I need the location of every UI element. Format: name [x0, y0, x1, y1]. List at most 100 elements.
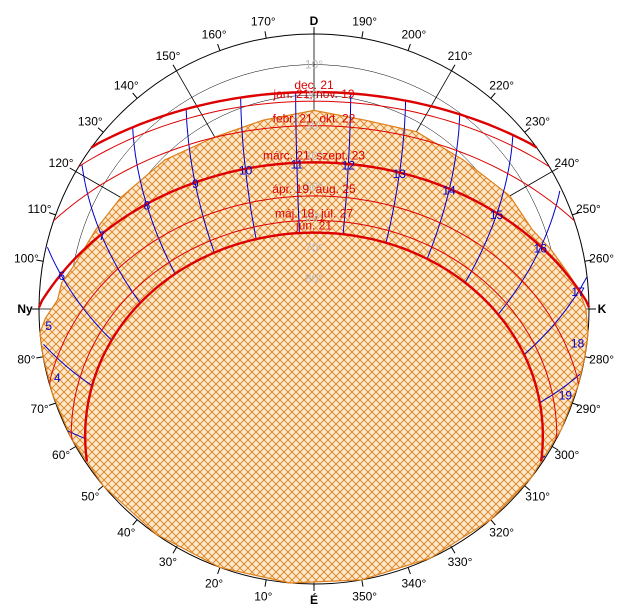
- altitude-label: 10°: [305, 58, 323, 72]
- date-curve-label: jún. 21: [295, 219, 332, 233]
- date-curve: [90, 90, 538, 149]
- azimuth-tick: [451, 546, 456, 554]
- hour-label: 14: [442, 183, 456, 197]
- bearing-label: 340°: [401, 576, 426, 590]
- azimuth-tick: [172, 546, 177, 554]
- hour-line: [81, 164, 141, 304]
- hour-line: [497, 190, 561, 315]
- hour-label: 4: [54, 371, 61, 385]
- date-curve-label: máj. 18, júl. 27: [275, 206, 353, 220]
- azimuth-tick: [572, 402, 580, 406]
- bearing-label: 320°: [489, 526, 514, 540]
- cardinal-north-label: D: [310, 14, 319, 28]
- hour-label: 17: [571, 285, 585, 299]
- bearing-label: 290°: [576, 402, 601, 416]
- altitude-label: 30°: [305, 119, 323, 133]
- azimuth-tick: [172, 64, 177, 72]
- azimuth-tick: [48, 402, 56, 406]
- azimuth-tick: [36, 356, 44, 359]
- bearing-label: 260°: [589, 251, 614, 265]
- azimuth-tick: [264, 579, 267, 587]
- hour-label: 10: [239, 163, 253, 177]
- hour-label: 8: [144, 199, 151, 213]
- azimuth-tick: [132, 92, 138, 99]
- azimuth-tick: [97, 127, 104, 133]
- bearing-label: 80°: [17, 353, 35, 367]
- azimuth-tick: [69, 446, 77, 451]
- hour-line: [523, 276, 588, 355]
- cardinal-south-label: É: [310, 592, 318, 607]
- azimuth-tick: [264, 31, 267, 39]
- azimuth-tick: [361, 31, 364, 39]
- bearing-label: 190°: [352, 14, 377, 28]
- bearing-label: 150°: [156, 49, 181, 63]
- date-curve-label: ápr. 19, aug. 25: [272, 182, 356, 196]
- hour-label: 15: [490, 208, 504, 222]
- bearing-label: 160°: [202, 28, 227, 42]
- bearing-label: 230°: [525, 114, 550, 128]
- azimuth-tick: [490, 92, 496, 99]
- hour-label: 16: [534, 241, 548, 255]
- azimuth-tick: [572, 212, 580, 216]
- hour-label: 18: [571, 336, 585, 350]
- hour-label: 5: [45, 319, 52, 333]
- bearing-label: 100°: [14, 251, 39, 265]
- bearing-label: 110°: [28, 202, 52, 216]
- bearing-label: 240°: [554, 156, 579, 170]
- bearing-label: 300°: [554, 448, 579, 462]
- cardinal-west-label: Ny: [17, 302, 33, 316]
- hour-label: 9: [192, 177, 199, 191]
- altitude-label: 80°: [305, 271, 323, 285]
- azimuth-tick: [407, 567, 411, 575]
- bearing-label: 280°: [589, 353, 614, 367]
- bearing-label: 310°: [525, 490, 550, 504]
- azimuth-tick: [451, 64, 456, 72]
- bearing-label: 50°: [81, 490, 99, 504]
- bearing-label: 170°: [251, 14, 276, 28]
- bearing-label: 120°: [49, 156, 74, 170]
- azimuth-tick: [217, 567, 221, 575]
- bearing-label: 30°: [159, 555, 177, 569]
- hour-line: [43, 343, 93, 387]
- altitude-label: 40°: [305, 149, 323, 163]
- hour-label: 12: [342, 159, 356, 173]
- bearing-label: 10°: [254, 590, 272, 604]
- azimuth-tick: [132, 519, 138, 526]
- bearing-label: 250°: [576, 202, 601, 216]
- date-curve-label: márc. 21, szept. 23: [263, 148, 365, 162]
- date-curve-label: dec. 21: [294, 78, 334, 92]
- date-curve: [53, 125, 575, 222]
- hour-label: 19: [559, 388, 573, 402]
- hour-label: 6: [58, 269, 65, 283]
- azimuth-tick: [551, 167, 559, 172]
- bearing-label: 60°: [52, 448, 70, 462]
- bearing-label: 140°: [114, 78, 139, 92]
- bearing-label: 40°: [117, 526, 135, 540]
- bearing-label: 130°: [78, 114, 103, 128]
- azimuth-tick: [524, 127, 531, 133]
- azimuth-tick: [524, 485, 531, 491]
- bearing-label: 330°: [448, 555, 473, 569]
- azimuth-tick: [48, 212, 56, 216]
- azimuth-tick: [36, 259, 44, 262]
- azimuth-tick: [551, 446, 559, 451]
- date-curves: [37, 90, 591, 462]
- azimuth-tick: [407, 43, 411, 51]
- cardinal-east-label: K: [598, 302, 607, 316]
- date-curve: [78, 100, 550, 168]
- azimuth-tick: [69, 167, 77, 172]
- hour-line: [539, 373, 581, 404]
- azimuth-tick: [584, 259, 592, 262]
- hour-line: [46, 246, 113, 341]
- bearing-label: 20°: [205, 576, 223, 590]
- hour-label: 7: [99, 229, 106, 243]
- bearing-label: 210°: [448, 49, 473, 63]
- labels: D É Ny K 10° 20° 30° 40° 50° 60° 70° 80° 100° 110…: [14, 14, 614, 607]
- azimuth-tick: [217, 43, 221, 51]
- hour-label: 13: [393, 167, 407, 181]
- bearing-label: 350°: [352, 590, 377, 604]
- date-curve: [37, 161, 591, 308]
- bearing-label: 200°: [401, 28, 426, 42]
- date-curve: [49, 195, 579, 385]
- altitude-label: 60°: [305, 210, 323, 224]
